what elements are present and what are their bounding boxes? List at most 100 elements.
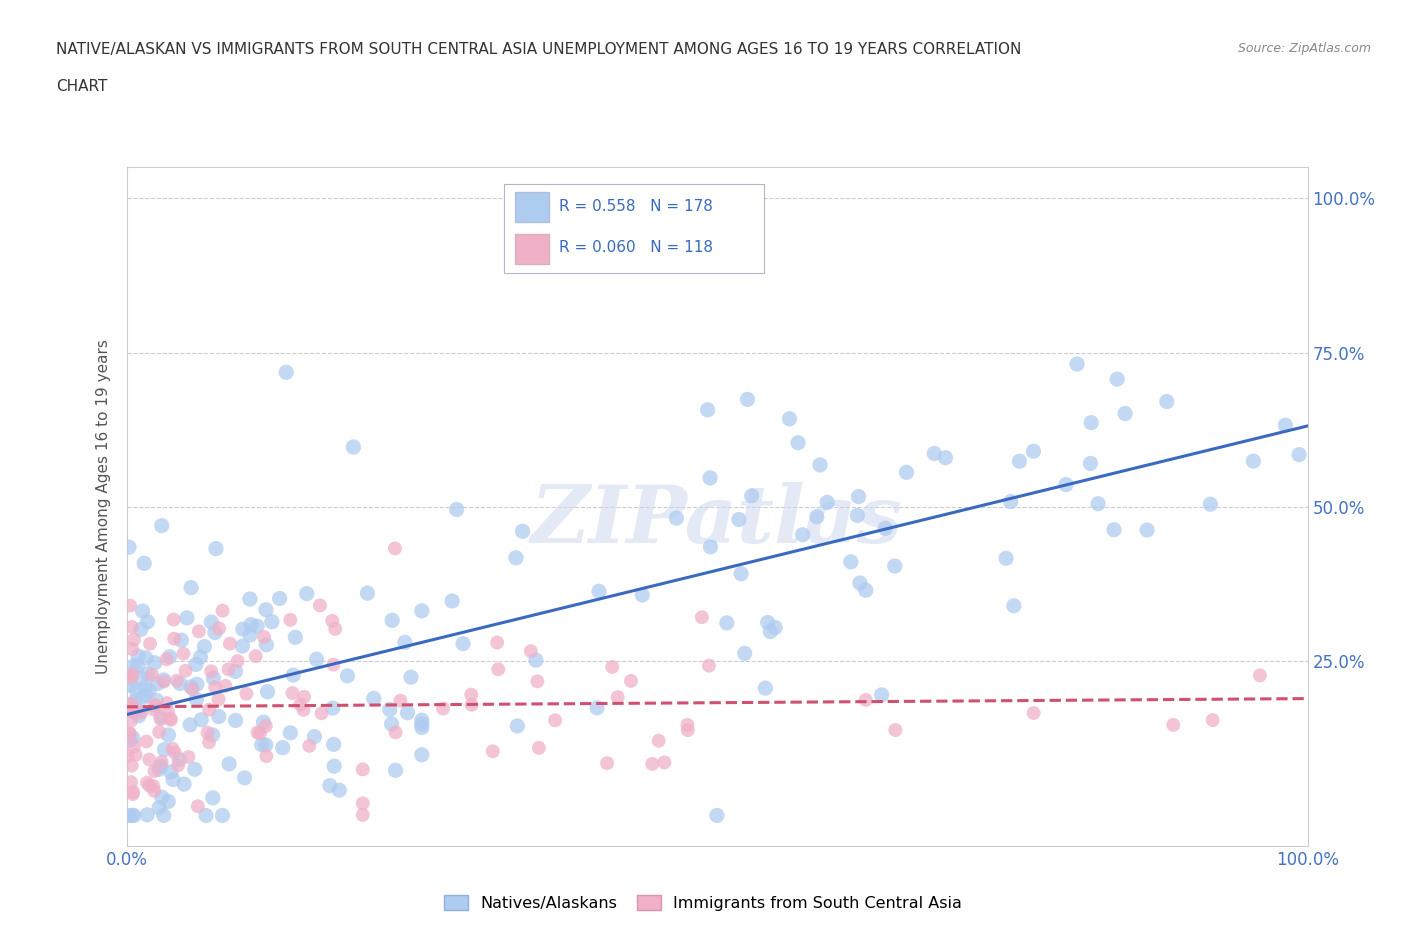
Y-axis label: Unemployment Among Ages 16 to 19 years: Unemployment Among Ages 16 to 19 years xyxy=(96,339,111,674)
Point xyxy=(156,696,179,711)
Point xyxy=(1054,477,1077,492)
Point xyxy=(211,604,233,618)
Point xyxy=(734,646,756,661)
Point xyxy=(352,762,374,777)
Point xyxy=(121,619,143,634)
Point xyxy=(384,724,406,739)
Point xyxy=(118,598,141,613)
Point xyxy=(1022,706,1045,721)
Point xyxy=(328,783,350,798)
Point xyxy=(159,649,181,664)
Point xyxy=(389,693,412,708)
Point xyxy=(197,725,219,740)
Point xyxy=(127,648,149,663)
Point xyxy=(121,667,143,682)
Point xyxy=(884,723,907,737)
Point xyxy=(162,741,184,756)
Point xyxy=(122,658,145,673)
Point xyxy=(226,654,249,669)
Point xyxy=(446,502,468,517)
Point xyxy=(254,719,277,734)
Point xyxy=(174,663,197,678)
Point xyxy=(200,664,222,679)
Point xyxy=(1156,394,1178,409)
Point xyxy=(131,690,153,705)
Point xyxy=(153,674,176,689)
Point xyxy=(198,735,221,750)
Point xyxy=(186,677,208,692)
Point xyxy=(162,612,184,627)
Point xyxy=(319,778,342,793)
Point xyxy=(148,724,170,739)
Point xyxy=(323,621,346,636)
Point xyxy=(451,636,474,651)
Point xyxy=(411,712,433,727)
Point xyxy=(690,610,713,625)
Point xyxy=(808,458,831,472)
Point xyxy=(187,799,209,814)
Point xyxy=(121,704,143,719)
Point xyxy=(896,465,918,480)
Point xyxy=(815,495,838,510)
Point xyxy=(149,759,172,774)
Point xyxy=(134,687,156,702)
Point xyxy=(322,737,344,751)
Point xyxy=(120,713,142,728)
Point xyxy=(135,650,157,665)
Point xyxy=(150,790,173,804)
Point xyxy=(152,808,174,823)
Point xyxy=(706,808,728,823)
Point xyxy=(246,725,269,740)
Point xyxy=(128,704,150,719)
Point xyxy=(145,699,167,714)
Point xyxy=(356,586,378,601)
Point xyxy=(160,764,183,779)
Point xyxy=(699,539,721,554)
Point xyxy=(122,808,145,823)
Point xyxy=(1288,447,1310,462)
Point xyxy=(181,682,204,697)
Point xyxy=(411,717,433,732)
Point xyxy=(207,692,229,707)
Point xyxy=(524,653,547,668)
Point xyxy=(121,808,143,823)
Point xyxy=(481,744,503,759)
Point xyxy=(162,772,184,787)
Point xyxy=(716,616,738,631)
Point xyxy=(122,784,145,799)
Point xyxy=(117,670,139,684)
Point xyxy=(122,730,145,745)
Point xyxy=(252,715,274,730)
Point xyxy=(336,669,359,684)
Point xyxy=(169,676,191,691)
Point xyxy=(276,365,298,379)
Point xyxy=(759,624,782,639)
Point xyxy=(170,632,193,647)
Point xyxy=(180,680,202,695)
Point xyxy=(411,604,433,618)
Point xyxy=(122,632,145,647)
Point xyxy=(806,510,828,525)
Point xyxy=(363,691,385,706)
Point xyxy=(173,777,195,791)
Point xyxy=(460,698,482,712)
Point xyxy=(754,681,776,696)
Point xyxy=(211,808,233,823)
Point xyxy=(1107,372,1129,387)
Point xyxy=(118,539,141,554)
Point xyxy=(157,727,180,742)
Point xyxy=(588,584,610,599)
Point xyxy=(304,729,326,744)
Point xyxy=(167,758,190,773)
Point xyxy=(654,755,676,770)
Point xyxy=(136,807,159,822)
Point xyxy=(120,775,142,790)
Point xyxy=(727,512,749,527)
Point xyxy=(298,738,321,753)
Point xyxy=(1000,494,1022,509)
Point xyxy=(697,658,720,673)
Point xyxy=(118,726,141,741)
Point xyxy=(186,692,208,707)
Point xyxy=(224,664,246,679)
Point xyxy=(167,752,190,767)
